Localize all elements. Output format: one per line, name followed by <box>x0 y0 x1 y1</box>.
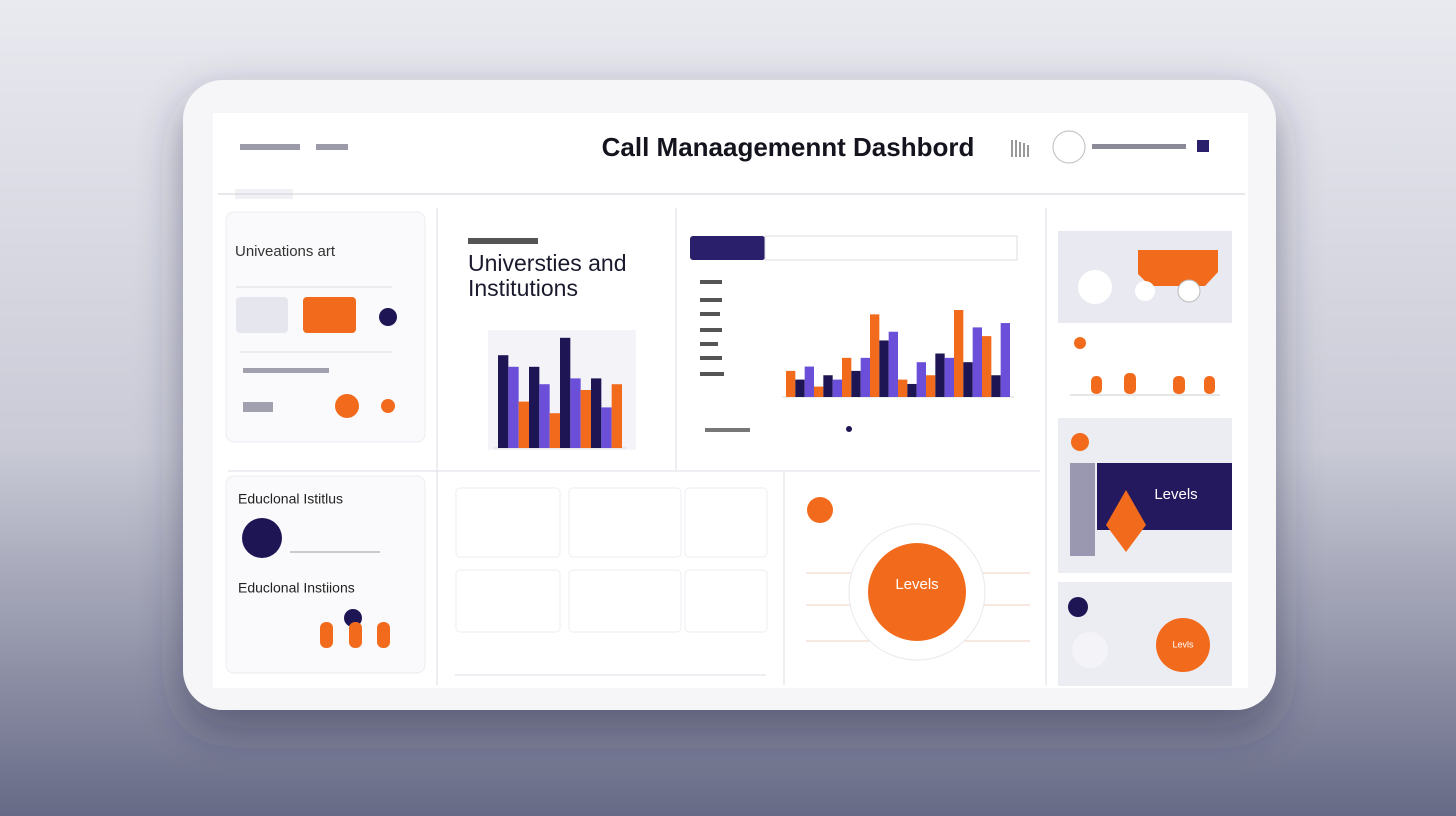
text-placeholder <box>468 238 538 244</box>
bar <box>851 370 861 397</box>
bar <box>591 378 602 448</box>
icon <box>1074 337 1086 349</box>
icon <box>1078 270 1112 304</box>
bar <box>842 357 852 397</box>
level-column <box>1070 463 1095 556</box>
bar <box>888 331 898 397</box>
bar <box>870 314 880 397</box>
icon[interactable] <box>381 399 395 413</box>
icon[interactable] <box>807 497 833 523</box>
avatar[interactable] <box>1052 130 1086 164</box>
stat-tile <box>236 297 288 333</box>
bar <box>795 379 805 397</box>
section-title: Institutions <box>468 275 578 301</box>
legend-list <box>700 280 724 376</box>
bar <box>823 375 833 397</box>
mini-bars <box>1091 373 1215 394</box>
bar <box>916 362 926 397</box>
levels-small-circle <box>1156 618 1210 672</box>
levels-label: Levels <box>1154 486 1197 503</box>
bar <box>518 401 529 448</box>
user-info <box>1092 144 1186 149</box>
bar <box>991 375 1001 397</box>
bar <box>860 357 870 397</box>
bar <box>570 378 581 448</box>
dot <box>846 426 852 432</box>
bar <box>786 370 796 397</box>
bar <box>907 383 917 397</box>
bar <box>549 413 560 448</box>
badge <box>1138 250 1218 286</box>
mini-chart-card <box>1058 323 1232 415</box>
levels-circle-label: Levels <box>895 576 938 593</box>
table-cells <box>455 487 768 633</box>
bar <box>879 340 889 397</box>
text-placeholder <box>705 428 750 432</box>
bar <box>580 390 591 448</box>
bar <box>1000 323 1010 397</box>
bar <box>560 337 571 448</box>
bar <box>498 355 509 448</box>
dashboard-title: Call Manaagemennt Dashbord <box>602 132 975 162</box>
icon[interactable] <box>335 394 359 418</box>
bar <box>982 336 992 397</box>
bar <box>804 366 814 397</box>
icon <box>1177 279 1201 303</box>
bar <box>963 362 973 397</box>
bar <box>954 310 964 397</box>
bar <box>832 379 842 397</box>
bar <box>529 366 540 448</box>
search-button[interactable] <box>690 236 765 260</box>
levels-small-label: Levls <box>1172 639 1194 649</box>
section-title: Universties and <box>468 250 627 276</box>
bar <box>972 327 982 397</box>
bar <box>601 407 612 448</box>
bar <box>539 384 550 448</box>
icon[interactable] <box>379 308 397 326</box>
text-placeholder <box>243 402 273 412</box>
level-marker <box>1106 490 1146 552</box>
bar <box>935 353 945 397</box>
nav-item[interactable] <box>240 144 300 150</box>
bar <box>611 384 622 448</box>
menu-button[interactable] <box>1197 140 1209 152</box>
card-title: Univeations art <box>235 243 336 260</box>
icon <box>1068 597 1088 617</box>
icon <box>1071 433 1089 451</box>
nav-item[interactable] <box>316 144 348 150</box>
icon <box>1135 281 1155 301</box>
bar <box>814 386 824 397</box>
card-title: Educlonal Instiions <box>238 580 355 596</box>
bar <box>508 366 519 448</box>
bar <box>926 375 936 397</box>
card-title: Educlonal Istitlus <box>238 491 343 507</box>
barcode-icon <box>1011 140 1029 157</box>
grid-dividers <box>228 208 1047 685</box>
bar <box>898 379 908 397</box>
pill-bars <box>320 622 390 648</box>
text-placeholder <box>243 368 329 373</box>
bar <box>944 357 954 397</box>
stat-tile[interactable] <box>303 297 356 333</box>
icon <box>242 518 282 558</box>
search-input[interactable] <box>764 235 1018 261</box>
icon <box>1072 632 1108 668</box>
levels-circle <box>868 543 966 641</box>
